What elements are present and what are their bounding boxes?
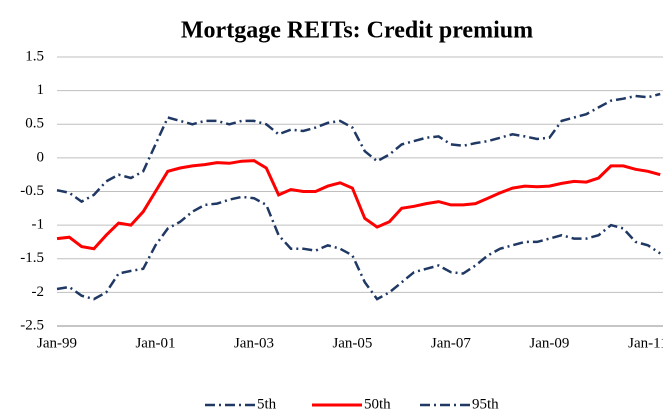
line-series: [56, 92, 661, 204]
x-tick-label: Jan-03: [234, 335, 274, 351]
legend-label: 5th: [257, 396, 277, 412]
y-tick-label: -2.5: [20, 317, 44, 333]
y-tick-label: -1.5: [20, 250, 44, 266]
y-tick-label: -2: [32, 284, 45, 300]
line-series: [56, 159, 661, 251]
x-tick-label: Jan-01: [135, 335, 175, 351]
y-tick-label: 1.5: [25, 48, 44, 64]
x-tick-label: Jan-07: [431, 335, 471, 351]
y-tick-label: -1: [32, 217, 45, 233]
y-tick-label: 1: [37, 82, 45, 98]
x-tick-label: Jan-11: [628, 335, 663, 351]
y-tick-label: 0: [37, 149, 45, 165]
y-tick-label: 0.5: [25, 116, 44, 132]
chart-title: Mortgage REITs: Credit premium: [181, 18, 533, 44]
x-tick-label: Jan-05: [332, 335, 372, 351]
legend-label: 50th: [364, 396, 391, 412]
x-tick-label: Jan-99: [37, 335, 77, 351]
y-tick-label: -0.5: [20, 183, 44, 199]
x-tick-label: Jan-09: [529, 335, 569, 351]
line-series: [56, 195, 661, 301]
legend-label: 95th: [472, 396, 499, 412]
